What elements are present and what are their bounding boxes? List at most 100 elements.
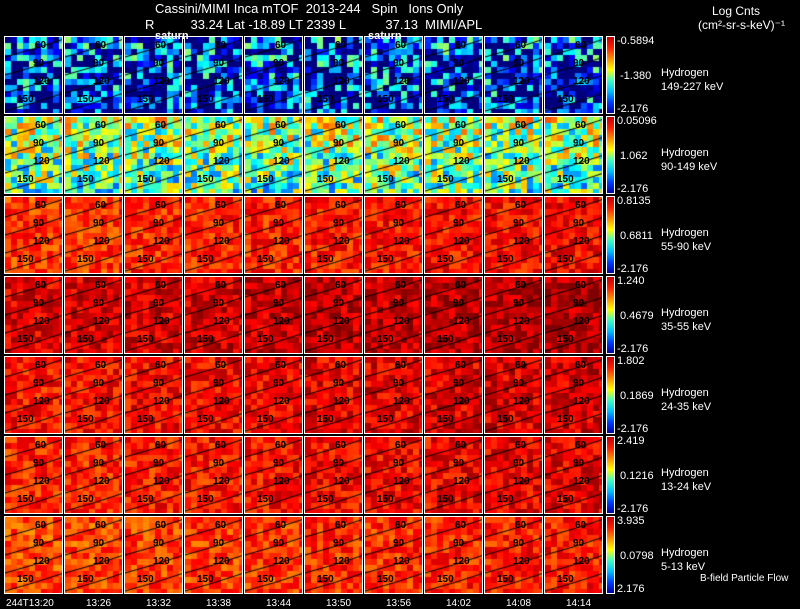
intensity-map xyxy=(245,117,302,193)
contour-label: 150 xyxy=(437,334,454,345)
contour-label: 150 xyxy=(17,334,34,345)
intensity-map xyxy=(185,437,242,513)
contour-label: 60 xyxy=(335,280,347,291)
image-panel: 60 90 120 150 xyxy=(124,36,183,114)
intensity-map xyxy=(485,437,542,513)
contour-label: 150 xyxy=(377,254,394,265)
image-panel: 60 90 120 150 xyxy=(64,436,123,514)
contour-label: 90 xyxy=(453,218,465,229)
contour-label: 150 xyxy=(497,334,514,345)
image-panel: 60 90 120 150 xyxy=(4,36,63,114)
contour-label: 60 xyxy=(455,440,467,451)
contour-label: 120 xyxy=(393,476,410,487)
image-panel: 60 90 120 150 xyxy=(184,516,243,594)
image-panel: 60 90 120 150 xyxy=(424,116,483,194)
contour-label: 60 xyxy=(35,40,47,51)
image-panel: 60 90 120 150 xyxy=(484,516,543,594)
contour-label: 60 xyxy=(155,360,167,371)
contour-label: 90 xyxy=(213,138,225,149)
image-panel: 60 90 120 150 xyxy=(424,196,483,274)
contour-label: 90 xyxy=(93,218,105,229)
contour-label: 150 xyxy=(77,254,94,265)
channel-label: Hydrogen 55-90 keV xyxy=(661,226,711,254)
time-tick-label: 13:26 xyxy=(86,598,112,609)
image-panel: 60 90 120 150 xyxy=(244,196,303,274)
species-label: Hydrogen xyxy=(661,147,709,159)
contour-label: 90 xyxy=(153,458,165,469)
image-panel: 60 90 120 150 xyxy=(64,516,123,594)
contour-label: 90 xyxy=(393,58,405,69)
contour-label: 60 xyxy=(395,120,407,131)
intensity-map xyxy=(65,197,122,273)
contour-label: 120 xyxy=(273,156,290,167)
contour-label: 60 xyxy=(215,360,227,371)
intensity-map xyxy=(5,357,62,433)
colorbar xyxy=(606,516,615,594)
contour-label: 120 xyxy=(93,316,110,327)
intensity-map xyxy=(485,357,542,433)
contour-label: 120 xyxy=(273,556,290,567)
contour-label: 150 xyxy=(317,94,334,105)
contour-label: 150 xyxy=(257,174,274,185)
contour-label: 90 xyxy=(93,378,105,389)
contour-label: 150 xyxy=(137,574,154,585)
contour-label: 60 xyxy=(35,520,47,531)
image-panel: 60 90 120 150 xyxy=(184,356,243,434)
contour-label: 150 xyxy=(557,174,574,185)
contour-label: 60 xyxy=(95,520,107,531)
image-panel: 60 90 120 150 xyxy=(124,356,183,434)
image-panel: 60 90 120 150 xyxy=(484,196,543,274)
contour-label: 150 xyxy=(137,174,154,185)
contour-label: 90 xyxy=(333,378,345,389)
contour-label: 90 xyxy=(273,458,285,469)
intensity-map xyxy=(365,437,422,513)
contour-label: 150 xyxy=(197,94,214,105)
contour-label: 90 xyxy=(453,538,465,549)
contour-label: 150 xyxy=(557,94,574,105)
contour-label: 150 xyxy=(197,414,214,425)
contour-label: 90 xyxy=(93,138,105,149)
contour-label: 150 xyxy=(257,94,274,105)
intensity-map xyxy=(365,517,422,593)
saturn-label: saturn xyxy=(155,30,189,42)
contour-label: 120 xyxy=(573,76,590,87)
contour-label: 120 xyxy=(213,316,230,327)
image-panel: 60 90 120 150 xyxy=(184,196,243,274)
intensity-map xyxy=(425,197,482,273)
image-panel: 60 90 120 150 xyxy=(364,276,423,354)
colorbar-mid: 0.1869 xyxy=(620,390,654,402)
contour-label: 120 xyxy=(33,556,50,567)
intensity-map xyxy=(125,517,182,593)
contour-label: 150 xyxy=(137,334,154,345)
image-panel: 60 90 120 150 xyxy=(124,116,183,194)
contour-label: 90 xyxy=(453,458,465,469)
contour-label: 90 xyxy=(393,378,405,389)
contour-label: 90 xyxy=(453,298,465,309)
colorbar xyxy=(606,196,615,274)
contour-label: 90 xyxy=(153,378,165,389)
contour-label: 120 xyxy=(273,396,290,407)
contour-label: 90 xyxy=(513,298,525,309)
contour-label: 90 xyxy=(513,378,525,389)
colorbar-min: -2.176 xyxy=(617,263,649,275)
contour-label: 150 xyxy=(257,254,274,265)
contour-label: 150 xyxy=(317,174,334,185)
plot-title: Cassini/MIMI Inca mTOF 2013-244 Spin Ion… xyxy=(155,1,464,16)
contour-label: 150 xyxy=(497,94,514,105)
contour-label: 90 xyxy=(213,218,225,229)
colorbar-max: 1.802 xyxy=(617,355,645,367)
contour-label: 120 xyxy=(333,236,350,247)
intensity-map xyxy=(305,517,362,593)
contour-label: 150 xyxy=(377,574,394,585)
contour-label: 150 xyxy=(557,414,574,425)
intensity-map xyxy=(5,437,62,513)
contour-label: 150 xyxy=(197,254,214,265)
contour-label: 60 xyxy=(515,200,527,211)
contour-label: 60 xyxy=(275,360,287,371)
contour-label: 90 xyxy=(93,298,105,309)
contour-label: 60 xyxy=(515,280,527,291)
time-tick-label: 14:08 xyxy=(506,598,532,609)
contour-label: 150 xyxy=(77,334,94,345)
contour-label: 150 xyxy=(377,414,394,425)
image-panel: 60 90 120 150 xyxy=(424,36,483,114)
